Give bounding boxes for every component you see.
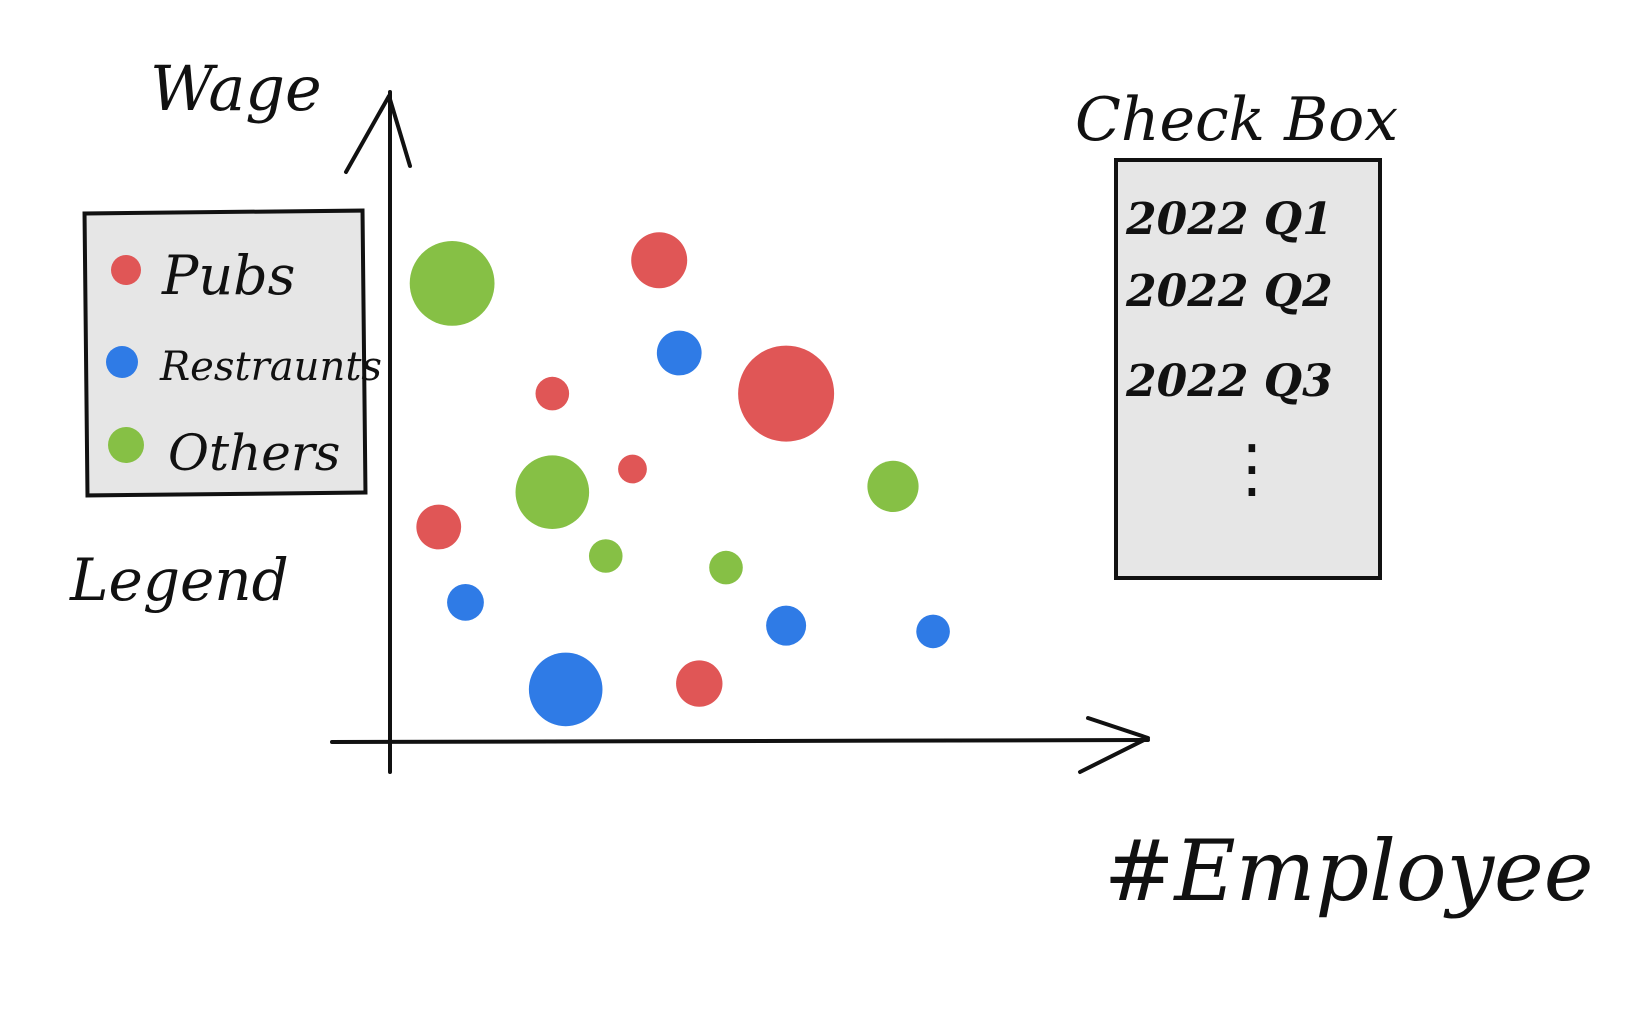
check-box-title: Check Box xyxy=(1075,85,1398,155)
y-axis-label: Wage xyxy=(150,52,322,125)
check-box-option-q2[interactable]: 2022 Q2 xyxy=(1125,266,1333,317)
point-pubs-2 xyxy=(535,376,570,411)
point-pubs-1 xyxy=(631,232,688,289)
x-axis-label: #Employee xyxy=(1104,822,1593,920)
point-restraunts-2 xyxy=(447,584,484,621)
point-pubs-3 xyxy=(738,345,835,442)
legend-caption: Legend xyxy=(69,546,289,614)
axes xyxy=(330,90,1150,774)
legend-swatch-restraunts xyxy=(106,346,138,378)
check-box-option-q3[interactable]: 2022 Q3 xyxy=(1125,356,1333,407)
x-axis-line xyxy=(330,738,1150,744)
point-others-2 xyxy=(515,455,590,529)
check-box-more: ⋮ xyxy=(1220,432,1284,506)
point-others-5 xyxy=(867,460,919,512)
y-axis-arrow xyxy=(344,94,412,174)
point-others-4 xyxy=(709,550,743,585)
point-pubs-6 xyxy=(676,660,723,707)
check-box: 2022 Q1 2022 Q2 2022 Q3 ⋮ xyxy=(1114,158,1382,580)
point-restraunts-3 xyxy=(528,652,603,727)
x-axis-arrow xyxy=(1078,716,1150,774)
point-pubs-4 xyxy=(618,454,647,484)
legend-item-pubs: Pubs xyxy=(161,244,295,307)
point-pubs-5 xyxy=(416,504,462,550)
legend-swatch-pubs xyxy=(111,255,141,285)
point-others-1 xyxy=(409,241,495,326)
check-box-panel xyxy=(1114,158,1382,580)
scatter-points xyxy=(409,232,950,727)
point-restraunts-5 xyxy=(916,614,950,649)
legend-swatch-others xyxy=(108,427,144,463)
legend-box xyxy=(82,208,368,498)
point-restraunts-1 xyxy=(656,330,702,376)
point-others-3 xyxy=(588,539,623,573)
legend-item-restraunts: Restraunts xyxy=(159,344,382,390)
check-box-option-q1[interactable]: 2022 Q1 xyxy=(1125,194,1333,245)
legend-item-others: Others xyxy=(168,424,340,482)
point-restraunts-4 xyxy=(766,605,807,646)
legend: Pubs Restraunts Others xyxy=(82,208,382,498)
